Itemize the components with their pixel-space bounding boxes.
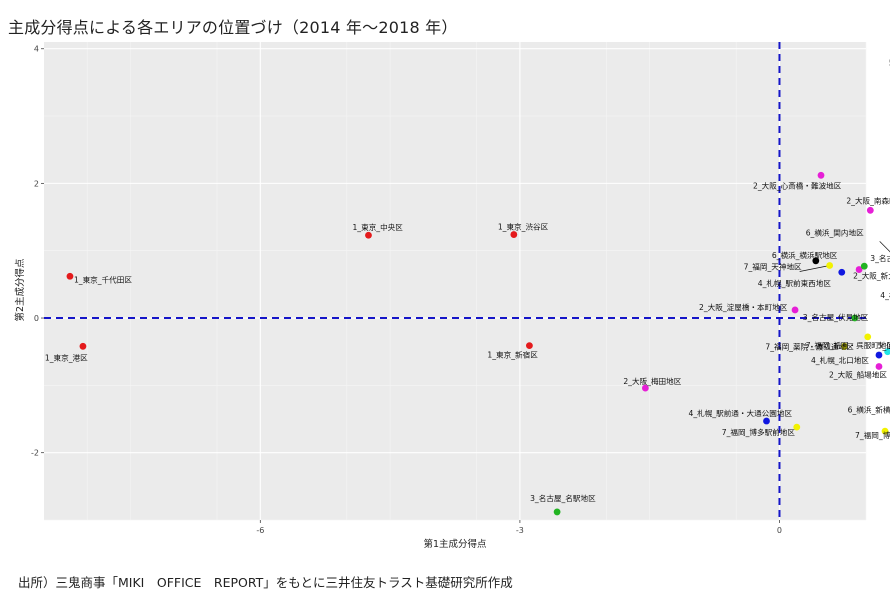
point-label: 5_仙台_駅前地区 (878, 341, 890, 351)
leader-line (799, 265, 830, 272)
point-label: 5_仙台_周辺オフィス地区 (889, 57, 890, 67)
point-label: 7_福岡_薬院・渡辺通地区 (765, 341, 854, 351)
data-points (66, 171, 890, 516)
point-label: 4_札幌_北口地区 (811, 355, 869, 365)
label-leader-lines (799, 241, 890, 272)
data-point (855, 266, 863, 273)
data-point (791, 306, 799, 314)
point-labels: 1_東京_千代田区 1_東京_港区 1_東京_中央区 1_東京_渋谷区 1_東京_新宿区… (45, 57, 890, 503)
point-label: 1_東京_千代田区 (74, 274, 132, 284)
point-label: 4_札幌_創成川東・西11丁目近辺地区 (880, 290, 890, 300)
data-point (817, 171, 825, 179)
point-label: 1_東京_新宿区 (487, 350, 538, 360)
y-tick-label: 0 (34, 314, 39, 323)
point-label: 2_大阪_心斎橋・難波地区 (753, 180, 842, 190)
point-label: 4_札幌_駅前通・大通公園地区 (688, 408, 792, 418)
x-tick-label: -3 (516, 526, 524, 535)
data-point (851, 314, 859, 322)
source-note: 出所）三鬼商事「MIKI OFFICE REPORT」をもとに三井住友トラスト基… (18, 575, 513, 590)
data-point (875, 351, 883, 359)
point-label: 7_福岡_祇園・呉服町地区 (806, 340, 890, 350)
x-tick-label: 0 (777, 526, 782, 535)
data-point (881, 427, 889, 435)
data-point (793, 423, 801, 431)
data-point (763, 417, 770, 425)
point-label: 4_札幌_駅前東西地区 (758, 278, 832, 288)
data-point (866, 206, 874, 214)
point-label: 3_名古屋_伏見地区 (803, 312, 869, 322)
point-label: 3_名古屋_名駅地区 (530, 493, 596, 503)
point-label: 2_大阪_船場地区 (829, 370, 887, 380)
point-label: 2_大阪_梅田地区 (623, 376, 681, 386)
x-tick-label: -6 (256, 526, 264, 535)
data-point (66, 272, 74, 280)
y-tick-label: 2 (34, 179, 39, 188)
point-label: 3_名古屋_栄地区 (870, 253, 890, 263)
data-point (365, 231, 372, 239)
data-point (860, 262, 868, 270)
point-label: 1_東京_渋谷区 (498, 222, 549, 232)
data-point (840, 342, 848, 350)
data-point (875, 363, 883, 370)
point-label: 2_大阪_淀屋橋・本町地区 (699, 302, 788, 312)
point-label: 6_横浜_関内地区 (806, 227, 864, 237)
point-label: 1_東京_中央区 (352, 222, 403, 232)
data-point (510, 231, 518, 238)
x-axis-label: 第1主成分得点 (423, 538, 487, 550)
point-label: 7_福岡_博多駅東・駅南地区 (855, 430, 890, 440)
data-point (812, 257, 820, 265)
data-point (79, 342, 87, 350)
leader-line (879, 241, 890, 253)
point-label: 2_大阪_南森町地区 (846, 195, 890, 205)
data-point (864, 333, 872, 341)
y-tick-label: -2 (31, 449, 39, 458)
axis-ticks: -6 -3 0 -2 0 2 4 (31, 45, 782, 535)
point-label: 7_福岡_天神地区 (744, 262, 802, 272)
plot-panel (44, 42, 866, 520)
data-point (838, 268, 846, 276)
point-label: 6_横浜_横浜駅地区 (772, 250, 838, 260)
y-tick-label: 4 (34, 45, 39, 54)
y-axis-label: 第2主成分得点 (14, 258, 26, 322)
data-point (884, 348, 890, 356)
data-point (641, 384, 649, 392)
point-label: 7_福岡_博多駅前地区 (722, 427, 796, 437)
point-label: 6_横浜_新横浜地区 (848, 404, 890, 414)
data-point (526, 342, 533, 350)
point-label: 2_大阪_新大阪地区 (853, 271, 890, 281)
data-point (826, 262, 834, 269)
reference-lines (44, 42, 866, 520)
data-point (553, 508, 561, 516)
point-label: 1_東京_港区 (45, 352, 88, 362)
chart-title: 主成分得点による各エリアの位置づけ（2014 年～2018 年） (8, 18, 458, 37)
